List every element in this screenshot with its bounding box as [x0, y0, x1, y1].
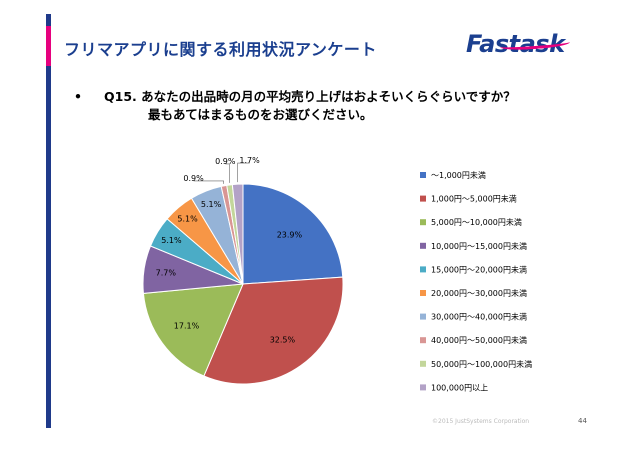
- pie-label-3: 17.1%: [174, 321, 200, 330]
- legend-label-5: 15,000円～20,000円未満: [431, 264, 527, 274]
- pie-slice-2: [203, 276, 344, 385]
- question-line-2: 最もあてはまるものをお選びください。: [148, 107, 373, 122]
- legend: ～1,000円未満 1,000円～5,000円未満 5,000円～10,000円未満…: [420, 170, 532, 392]
- legend-label-4: 10,000円～15,000円未満: [431, 241, 527, 251]
- pie-label-4: 7.7%: [156, 269, 177, 278]
- legend-label-2: 1,000円～5,000円未満: [431, 194, 517, 204]
- legend-label-10: 100,000円以上: [431, 383, 488, 392]
- pie-slice-1: [242, 183, 344, 285]
- copyright: ©2015 JustSystems Corporation: [432, 418, 530, 425]
- legend-label-7: 30,000円～40,000円未満: [431, 312, 527, 322]
- page-title: フリマアプリに関する利用状況アンケート: [64, 40, 377, 59]
- legend-swatch-6: [420, 290, 426, 296]
- leader-line-8: [193, 180, 224, 184]
- question-line-1: Q15. あなたの出品時の月の平均売り上げはおよそいくらぐらいですか？: [104, 89, 516, 104]
- legend-label-9: 50,000円～100,000円未満: [431, 359, 532, 369]
- legend-swatch-9: [420, 360, 426, 367]
- pie-label-2: 32.5%: [270, 335, 296, 344]
- legend-swatch-8: [420, 337, 426, 344]
- pie-label-7: 5.1%: [201, 200, 222, 209]
- bullet: •: [74, 89, 82, 104]
- pie-label-8: 0.9%: [183, 174, 204, 183]
- legend-swatch-3: [420, 219, 426, 226]
- legend-swatch-7: [420, 313, 426, 320]
- pie-slice-3: [142, 283, 244, 377]
- legend-label-3: 5,000円～10,000円未満: [431, 217, 522, 227]
- pie-label-1: 23.9%: [277, 230, 303, 239]
- legend-label-1: ～1,000円未満: [431, 170, 486, 180]
- legend-label-8: 40,000円～50,000円未満: [431, 335, 527, 345]
- fastask-logo: Fastask: [466, 30, 565, 58]
- leader-line-10: [237, 162, 250, 183]
- pie-labels: 23.9%32.5%17.1%7.7%5.1%5.1%5.1%0.9%0.9% 1…: [156, 156, 303, 344]
- pie-label-5: 5.1%: [161, 236, 182, 245]
- pie-label-10: 1.7%: [239, 156, 260, 165]
- legend-swatch-1: [420, 172, 426, 178]
- pie-label-6: 5.1%: [177, 214, 198, 223]
- left-accent-bar: [46, 14, 51, 428]
- legend-swatch-4: [420, 242, 426, 249]
- pie-slice-10: [231, 183, 244, 285]
- legend-swatch-10: [420, 384, 426, 391]
- legend-label-6: 20,000円～30,000円未満: [431, 288, 527, 298]
- leader-line-9: [225, 163, 230, 183]
- legend-swatch-5: [420, 266, 426, 273]
- title-accent-bar: [46, 26, 51, 66]
- page-number: 44: [578, 417, 587, 425]
- legend-swatch-2: [420, 195, 426, 202]
- pie-label-9: 0.9%: [215, 157, 236, 166]
- pie-slices: [142, 183, 344, 385]
